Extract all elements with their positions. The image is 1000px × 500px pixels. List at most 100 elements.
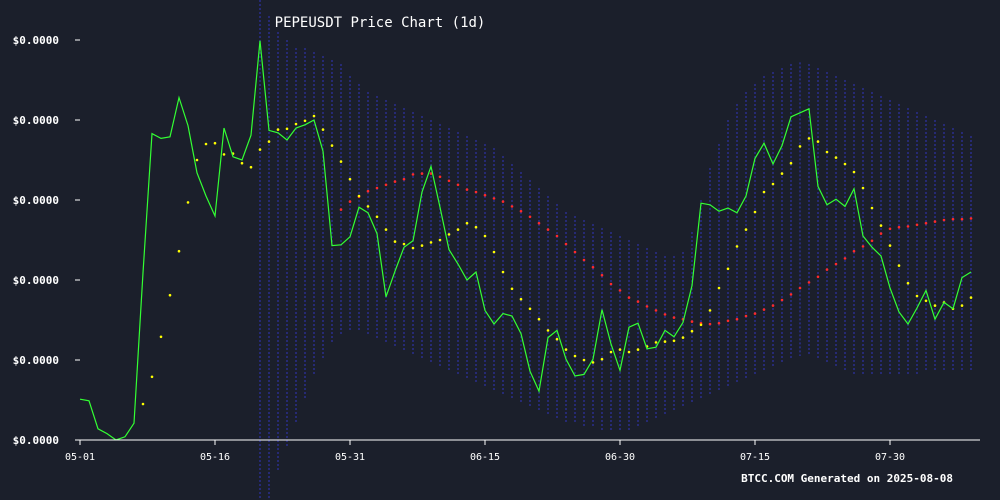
slow-dot bbox=[933, 220, 937, 223]
fast-dot bbox=[699, 323, 703, 327]
slow-dot bbox=[411, 173, 415, 176]
fast-dot bbox=[816, 140, 820, 143]
x-tick-label: 07-30 bbox=[875, 452, 905, 463]
slow-dot bbox=[465, 188, 469, 191]
fast-dot bbox=[852, 170, 856, 174]
slow-dot bbox=[483, 193, 487, 197]
slow-dot bbox=[573, 250, 577, 254]
fast-dot bbox=[411, 246, 415, 250]
fast-dot bbox=[663, 340, 667, 343]
slow-dot bbox=[834, 262, 838, 266]
y-tick-label: $0.0000 bbox=[13, 354, 59, 367]
fast-dot bbox=[636, 348, 640, 351]
slow-dot bbox=[798, 286, 802, 290]
slow-dot bbox=[816, 275, 820, 279]
slow-dot bbox=[366, 189, 370, 193]
x-tick-label: 07-15 bbox=[740, 452, 770, 463]
slow-dot bbox=[618, 289, 622, 292]
slow-dot bbox=[915, 223, 919, 227]
fast-dot bbox=[870, 206, 874, 210]
fast-dot bbox=[528, 307, 532, 311]
fast-dot bbox=[276, 128, 280, 131]
chart-title: PEPEUSDT Price Chart (1d) bbox=[275, 15, 486, 31]
fast-dot bbox=[906, 281, 910, 285]
fast-dot bbox=[762, 190, 766, 194]
bands-layer bbox=[259, 0, 972, 500]
fast-dot bbox=[546, 329, 550, 332]
slow-dot bbox=[870, 239, 874, 243]
y-ticks-layer: $0.0000 $0.0000 $0.0000 $0.0000 $0.0000 $0.00… bbox=[13, 34, 80, 447]
y-tick-label: $0.0000 bbox=[13, 114, 59, 127]
slow-dot bbox=[564, 242, 568, 246]
slow-dots-layer bbox=[339, 172, 973, 326]
slow-dot bbox=[789, 293, 793, 296]
slow-dot bbox=[438, 175, 442, 179]
fast-dot bbox=[420, 244, 424, 247]
fast-dot bbox=[672, 339, 676, 343]
slow-dot bbox=[384, 183, 388, 187]
slow-dot bbox=[807, 281, 811, 284]
fast-dot bbox=[564, 348, 568, 351]
x-tick-label: 06-15 bbox=[470, 452, 500, 463]
slow-dot bbox=[528, 215, 532, 219]
fast-dot bbox=[213, 141, 217, 145]
slow-dot bbox=[348, 200, 352, 203]
fast-dot bbox=[537, 317, 541, 321]
fast-dot bbox=[465, 221, 469, 225]
fast-dot bbox=[330, 144, 334, 147]
slow-dot bbox=[771, 304, 775, 307]
fast-dot bbox=[600, 357, 604, 361]
fast-dot bbox=[519, 297, 523, 301]
fast-dot bbox=[339, 160, 343, 163]
price-line bbox=[79, 40, 972, 441]
fast-dot bbox=[582, 358, 586, 362]
fast-dot bbox=[249, 165, 253, 169]
fast-dot bbox=[285, 127, 289, 131]
slow-dot bbox=[555, 234, 559, 238]
slow-dot bbox=[339, 208, 343, 211]
fast-dot bbox=[321, 128, 325, 131]
y-tick-label: $0.0000 bbox=[13, 274, 59, 287]
fast-dot bbox=[843, 162, 847, 166]
fast-dot bbox=[348, 177, 352, 181]
x-ticks-layer: 05-01 05-16 05-31 06-15 06-30 07-15 07-30 bbox=[65, 440, 905, 463]
x-tick-label: 06-30 bbox=[605, 452, 635, 463]
fast-dot bbox=[303, 119, 307, 123]
fast-dot bbox=[294, 122, 298, 126]
slow-dot bbox=[447, 179, 451, 183]
slow-dot bbox=[780, 298, 784, 302]
footer-text: BTCC.COM Generated on 2025-08-08 bbox=[741, 472, 953, 485]
fast-dot bbox=[681, 336, 685, 339]
fast-dot bbox=[861, 186, 865, 190]
fast-dot bbox=[969, 296, 973, 299]
fast-dot bbox=[456, 228, 460, 231]
fast-dot bbox=[933, 304, 937, 307]
fast-dot bbox=[240, 161, 244, 165]
slow-dot bbox=[690, 320, 694, 323]
fast-dot bbox=[618, 348, 622, 351]
fast-dot bbox=[366, 205, 370, 208]
fast-dot bbox=[357, 194, 361, 198]
fast-dot bbox=[195, 158, 199, 162]
x-tick-label: 05-01 bbox=[65, 452, 95, 463]
fast-dot bbox=[402, 242, 406, 246]
fast-dot bbox=[834, 156, 838, 159]
fast-dot bbox=[915, 294, 919, 298]
slow-dot bbox=[582, 258, 586, 262]
fast-dot bbox=[879, 224, 883, 227]
slow-dot bbox=[429, 172, 433, 175]
fast-dot bbox=[654, 341, 658, 344]
slow-dot bbox=[924, 221, 928, 225]
slow-dot bbox=[474, 190, 478, 194]
slow-dot bbox=[744, 314, 748, 318]
slow-dot bbox=[879, 232, 883, 235]
fast-dot bbox=[591, 361, 595, 364]
slow-dot bbox=[888, 227, 892, 231]
slow-dot bbox=[717, 321, 721, 325]
slow-dot bbox=[897, 225, 901, 229]
fast-dot bbox=[312, 114, 316, 118]
fast-dot bbox=[375, 215, 379, 219]
slow-dot bbox=[960, 217, 964, 221]
